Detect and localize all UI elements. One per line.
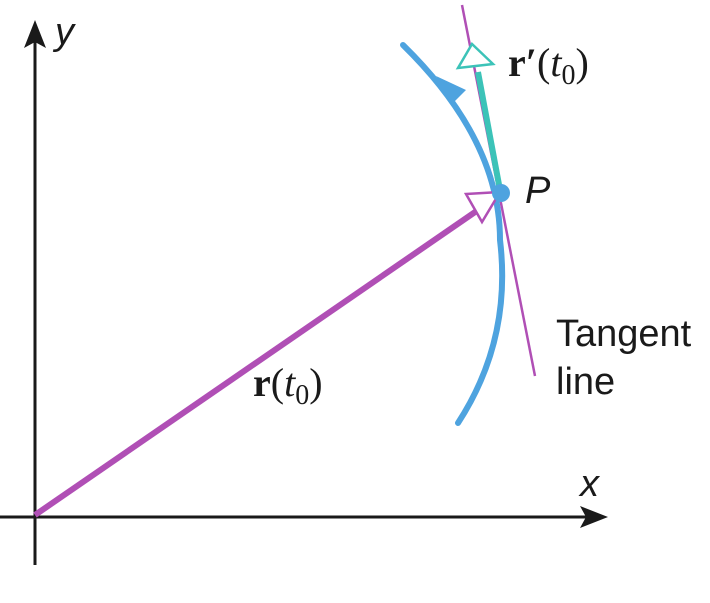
- tangent-label-line1: Tangent: [556, 313, 692, 355]
- derivative-vector-arrowhead: [458, 44, 493, 68]
- derivative-subscript: 0: [561, 60, 575, 91]
- derivative-symbol: r′: [508, 40, 537, 85]
- coordinate-axes: [0, 20, 608, 565]
- position-open-paren: (: [271, 360, 284, 405]
- y-axis-label: y: [52, 11, 76, 53]
- derivative-vector-label: r′(t0): [508, 40, 589, 91]
- position-subscript: 0: [295, 380, 309, 411]
- position-vector-label: r(t0): [253, 360, 323, 411]
- point-p-label: P: [525, 170, 551, 212]
- derivative-close-paren: ): [575, 40, 588, 85]
- point-p: [492, 184, 510, 202]
- position-close-paren: ): [309, 360, 322, 405]
- x-axis-label: x: [578, 463, 601, 505]
- derivative-open-paren: (: [537, 40, 550, 85]
- tangent-label-line2: line: [556, 361, 615, 403]
- position-symbol: r: [253, 360, 271, 405]
